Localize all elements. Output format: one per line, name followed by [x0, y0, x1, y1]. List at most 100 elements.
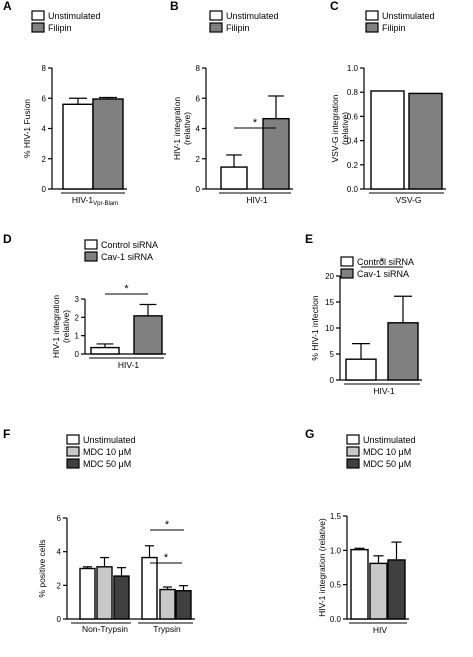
panel-a-bar-1 — [92, 98, 124, 190]
panel-g-legend-swatch-0 — [346, 434, 360, 445]
panel-b-legend-swatch-0 — [209, 10, 223, 21]
panel-f-ytick-label-1: 2 — [57, 581, 62, 590]
panel-g-legend-entry-2: MDC 50 μM — [363, 459, 411, 469]
panel-g-bar-0 — [350, 548, 369, 620]
panel-g-ytick-label-2: 1.0 — [330, 546, 342, 555]
panel-f-legend-swatch-1 — [66, 446, 80, 457]
panel-f-ytick-label-3: 6 — [57, 514, 62, 523]
panel-c-ytick-label-1: 0.2 — [347, 161, 359, 170]
panel-e-ytick-label-0: 0 — [330, 376, 335, 385]
panel-f-legend-entry-1: MDC 10 μM — [83, 447, 131, 457]
panel-b-significance-star-0: * — [253, 117, 258, 129]
panel-f-bar-4 — [159, 588, 176, 620]
panel-c-ytick-label-5: 1.0 — [347, 64, 359, 73]
panel-d-ylabel: HIV-1 integration — [51, 295, 61, 359]
panel-f-ylabel: % positive cells — [37, 539, 47, 597]
panel-g-bar-1 — [369, 562, 388, 620]
panel-c-group-label: VSV-G — [396, 195, 422, 205]
panel-a-ytick-label-2: 4 — [42, 125, 47, 134]
panel-d-bar-0 — [90, 346, 120, 355]
panel-g-legend-entry-0: Unstimulated — [363, 435, 416, 445]
panel-e-ylabel: % HIV-1 infection — [310, 295, 320, 360]
panel-a-bar-0 — [62, 103, 94, 190]
panel-g-ylabel: HIV-1 integration (relative) — [317, 518, 327, 617]
panel-a-legend-swatch-0 — [31, 10, 45, 21]
panel-c-legend-entry-1: Filipin — [382, 23, 406, 33]
panel-d-ytick-label-1: 1 — [75, 332, 80, 341]
panel-d-ytick-label-2: 2 — [75, 313, 80, 322]
panel-b-group-label: HIV-1 — [246, 195, 268, 205]
panel-c-ylabel: VSV-G integration — [330, 94, 340, 162]
panel-b-ylabel-2: (relative) — [182, 112, 192, 145]
panel-a-legend-swatch-1 — [31, 22, 45, 33]
panel-d-bar-1 — [133, 315, 163, 355]
panel-b-legend-entry-1: Filipin — [226, 23, 250, 33]
panel-d-legend-swatch-0 — [84, 239, 98, 250]
panel-d-group-label: HIV-1 — [118, 360, 140, 370]
panel-f-bar-0 — [79, 567, 96, 620]
panel-b-bar-1 — [262, 117, 290, 190]
panel-a-group-label: HIV-1Vpr-Blam — [72, 195, 118, 207]
panel-b-ylabel: HIV-1 integration — [172, 97, 182, 161]
panel-c-legend-swatch-1 — [365, 22, 379, 33]
panel-a-ytick-label-4: 8 — [42, 64, 47, 73]
panel-f-category-label-1: Trypsin — [153, 624, 181, 634]
panel-b-bar-0 — [220, 166, 248, 190]
panel-d-ylabel-2: (relative) — [61, 310, 71, 343]
panel-c-bar-1 — [408, 92, 443, 190]
panel-b-ytick-label-3: 6 — [196, 94, 201, 103]
panel-e-legend-swatch-0 — [340, 256, 354, 267]
panel-g-ytick-label-0: 0.0 — [330, 615, 342, 624]
panel-b-ytick-label-0: 0 — [196, 185, 201, 194]
panel-g-ytick-label-1: 0.5 — [330, 581, 342, 590]
panel-f-significance-star-1: * — [165, 519, 170, 531]
panel-b-legend-swatch-1 — [209, 22, 223, 33]
panel-d-label: D — [3, 232, 12, 246]
panel-g-legend-swatch-2 — [346, 458, 360, 469]
panel-d-ytick-label-0: 0 — [75, 350, 80, 359]
panel-e-legend-entry-0: Control siRNA — [357, 257, 414, 267]
panel-f-legend-swatch-0 — [66, 434, 80, 445]
panel-f-bar-5 — [175, 590, 192, 620]
panel-f-legend-entry-2: MDC 50 μM — [83, 459, 131, 469]
panel-b-ytick-label-2: 4 — [196, 125, 201, 134]
panel-f-ytick-label-2: 4 — [57, 548, 62, 557]
panel-b-ytick-label-4: 8 — [196, 64, 201, 73]
panel-f-legend-swatch-2 — [66, 458, 80, 469]
panel-d-legend-entry-1: Cav-1 siRNA — [101, 252, 153, 262]
panel-a-ylabel: % HIV-1 Fusion — [22, 99, 32, 158]
panel-a-ytick-label-0: 0 — [42, 185, 47, 194]
panel-f-legend-entry-0: Unstimulated — [83, 435, 136, 445]
panel-e-significance-star-0: * — [380, 256, 385, 268]
panel-e-legend-entry-1: Cav-1 siRNA — [357, 269, 409, 279]
panel-b-legend-entry-0: Unstimulated — [226, 11, 279, 21]
panel-g-group-label: HIV — [373, 625, 388, 635]
panel-c-ytick-label-2: 0.4 — [347, 137, 359, 146]
panel-f-significance-star-0: * — [164, 552, 169, 564]
panel-e-label: E — [305, 232, 313, 246]
panel-c-ytick-label-3: 0.6 — [347, 112, 359, 121]
panel-f-label: F — [3, 427, 10, 441]
panel-f-bar-3 — [141, 556, 158, 620]
panel-f-bar-1 — [96, 566, 113, 620]
panel-f-bar-2 — [113, 575, 130, 620]
panel-d-significance-star-0: * — [124, 283, 129, 295]
panel-c-ytick-label-4: 0.8 — [347, 88, 359, 97]
panel-g-label: G — [305, 427, 314, 441]
panel-f-ytick-label-0: 0 — [57, 615, 62, 624]
panel-c-legend-swatch-0 — [365, 10, 379, 21]
panel-e-legend-swatch-1 — [340, 268, 354, 279]
panel-a-legend-entry-1: Filipin — [48, 23, 72, 33]
panel-g-legend-entry-1: MDC 10 μM — [363, 447, 411, 457]
panel-a-ytick-label-3: 6 — [42, 94, 47, 103]
panel-b-label: B — [170, 0, 179, 13]
panel-e-ytick-label-1: 5 — [330, 350, 335, 359]
panel-a-legend-entry-0: Unstimulated — [48, 11, 101, 21]
panel-a-label: A — [3, 0, 12, 13]
panel-g-legend-swatch-1 — [346, 446, 360, 457]
panel-a-ytick-label-1: 2 — [42, 155, 47, 164]
panel-d-ytick-label-3: 3 — [75, 295, 80, 304]
panel-c-legend-entry-0: Unstimulated — [382, 11, 435, 21]
panel-e-ytick-label-3: 15 — [325, 298, 334, 307]
